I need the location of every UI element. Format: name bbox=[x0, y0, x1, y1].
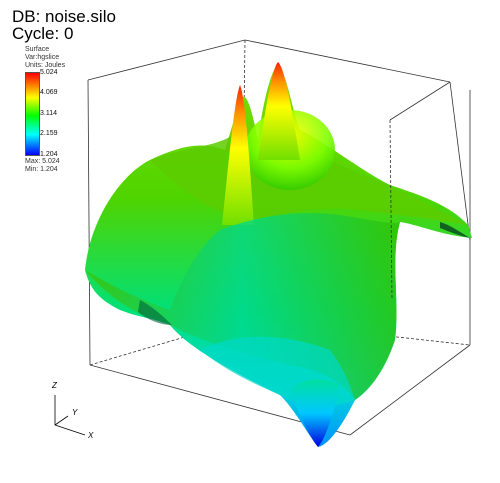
surface-left-pit bbox=[138, 300, 172, 325]
bbox-edge bbox=[244, 39, 451, 83]
legend-tick: 2.159 bbox=[40, 130, 58, 137]
bbox-edge bbox=[87, 39, 246, 81]
surface-dip bbox=[290, 379, 340, 447]
bbox-edge bbox=[87, 79, 91, 366]
triad-y-label: Y bbox=[72, 408, 78, 417]
triad-y-axis bbox=[54, 415, 69, 426]
cycle-title: Cycle: 0 bbox=[12, 24, 74, 43]
bbox-edge bbox=[389, 119, 393, 301]
axis-triad bbox=[54, 395, 86, 436]
legend-tick: 1.204 bbox=[40, 151, 58, 158]
triad-x-label: X bbox=[88, 431, 94, 440]
bbox-edge bbox=[349, 344, 471, 436]
legend-color-bar bbox=[25, 72, 40, 156]
bbox-edge bbox=[389, 81, 451, 121]
surface-spike-right bbox=[258, 62, 300, 160]
bbox-edge bbox=[241, 319, 471, 346]
legend-tick: 5.024 bbox=[40, 69, 58, 76]
legend-tick: 4.069 bbox=[40, 89, 58, 96]
surface-right-notch bbox=[440, 222, 470, 238]
legend-min: Min: 1.204 bbox=[25, 166, 58, 173]
bbox-edge bbox=[449, 81, 471, 241]
bounding-box-front bbox=[389, 81, 451, 301]
legend-max: Max: 5.024 bbox=[25, 158, 60, 165]
triad-z-label: Z bbox=[52, 381, 57, 390]
legend-variable: Var:hgslice bbox=[25, 54, 60, 61]
triad-x-axis bbox=[54, 424, 86, 436]
legend-units: Units: Joules bbox=[25, 62, 66, 69]
surface-plot bbox=[85, 62, 472, 447]
legend-plot-type: Surface bbox=[25, 46, 50, 53]
surface-spike-left bbox=[222, 85, 254, 225]
legend-tick: 3.114 bbox=[40, 110, 57, 117]
database-title: DB: noise.silo bbox=[12, 7, 116, 26]
